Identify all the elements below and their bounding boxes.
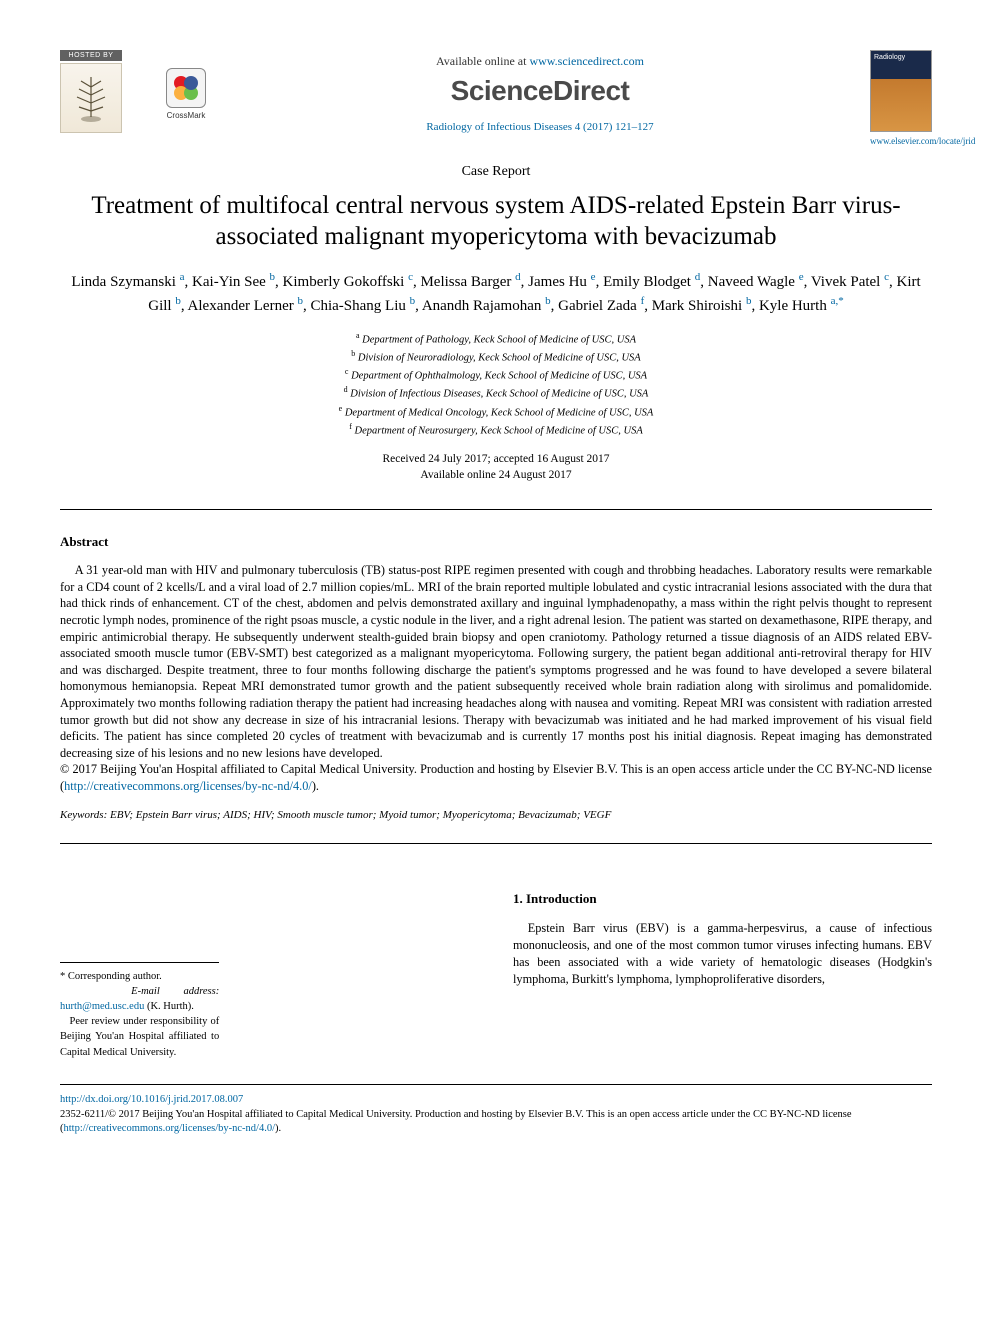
online-date: Available online 24 August 2017	[420, 469, 571, 481]
hosted-by-block: HOSTED BY	[60, 50, 122, 133]
two-column-body: * Corresponding author. E-mail address: …	[60, 890, 932, 1060]
author-name: James Hu	[528, 274, 587, 290]
keywords-line: Keywords: EBV; Epstein Barr virus; AIDS;…	[60, 809, 932, 821]
keywords-text: EBV; Epstein Barr virus; AIDS; HIV; Smoo…	[107, 809, 611, 821]
author-affiliation-ref: b	[746, 295, 752, 307]
sciencedirect-logo: ScienceDirect	[210, 75, 870, 107]
doi-link[interactable]: http://dx.doi.org/10.1016/j.jrid.2017.08…	[60, 1094, 243, 1105]
journal-reference: Radiology of Infectious Diseases 4 (2017…	[210, 121, 870, 133]
affiliation-text: Department of Neurosurgery, Keck School …	[355, 425, 643, 436]
article-dates: Received 24 July 2017; accepted 16 Augus…	[60, 451, 932, 483]
affiliation-label: f	[349, 422, 352, 431]
sciencedirect-url-link[interactable]: www.sciencedirect.com	[529, 54, 644, 68]
hosted-by-label: HOSTED BY	[60, 50, 122, 61]
email-label: E-mail address:	[131, 986, 219, 997]
author-affiliation-ref: b	[270, 271, 276, 283]
authors-list: Linda Szymanski a, Kai-Yin See b, Kimber…	[70, 269, 922, 318]
peer-review-note: Peer review under responsibility of Beij…	[60, 1014, 219, 1060]
header-right: Radiology www.elsevier.com/locate/jrid	[870, 50, 932, 146]
corresponding-author-block: * Corresponding author. E-mail address: …	[60, 962, 219, 1060]
available-online-line: Available online at www.sciencedirect.co…	[210, 54, 870, 69]
author-name: Kimberly Gokoffski	[283, 274, 405, 290]
author-affiliation-ref: a	[180, 271, 185, 283]
author-affiliation-ref: f	[641, 295, 645, 307]
available-prefix: Available online at	[436, 54, 529, 68]
author-name: Naveed Wagle	[708, 274, 795, 290]
affiliation-text: Department of Medical Oncology, Keck Sch…	[345, 407, 654, 418]
page-header: HOSTED BY CrossMark Available online at	[60, 50, 932, 146]
author-affiliation-ref: b	[545, 295, 551, 307]
affiliation-text: Division of Neuroradiology, Keck School …	[358, 352, 641, 363]
journal-cover-thumbnail: Radiology	[870, 50, 932, 132]
abstract-text: A 31 year-old man with HIV and pulmonary…	[60, 563, 932, 760]
corr-email-line: E-mail address: hurth@med.usc.edu (K. Hu…	[60, 984, 219, 1014]
footer-license-link[interactable]: http://creativecommons.org/licenses/by-n…	[64, 1123, 276, 1134]
header-center: Available online at www.sciencedirect.co…	[210, 50, 870, 133]
introduction-body: Epstein Barr virus (EBV) is a gamma-herp…	[513, 920, 932, 989]
author-name: Mark Shiroishi	[652, 298, 742, 314]
affiliation-label: a	[356, 331, 360, 340]
affiliation-text: Division of Infectious Diseases, Keck Sc…	[350, 389, 648, 400]
license-link[interactable]: http://creativecommons.org/licenses/by-n…	[64, 779, 312, 793]
crossmark-icon	[166, 68, 206, 108]
author-name: Melissa Barger	[420, 274, 511, 290]
crossmark-label: CrossMark	[162, 111, 210, 120]
author-affiliation-ref: e	[799, 271, 804, 283]
corr-star-note: * Corresponding author.	[60, 969, 219, 984]
author-affiliation-ref: b	[297, 295, 303, 307]
article-title: Treatment of multifocal central nervous …	[70, 190, 922, 253]
journal-page: HOSTED BY CrossMark Available online at	[0, 0, 992, 1177]
author-affiliation-ref: d	[515, 271, 521, 283]
email-suffix: (K. Hurth).	[144, 1001, 194, 1012]
footer-suffix: ).	[275, 1123, 281, 1134]
abstract-heading: Abstract	[60, 534, 932, 550]
divider-bottom	[60, 843, 932, 844]
affiliation-text: Department of Pathology, Keck School of …	[362, 334, 636, 345]
author-affiliation-ref: b	[175, 295, 181, 307]
left-column: * Corresponding author. E-mail address: …	[60, 890, 479, 1060]
abstract-body: A 31 year-old man with HIV and pulmonary…	[60, 562, 932, 794]
author-name: Alexander Lerner	[188, 298, 294, 314]
right-column: 1. Introduction Epstein Barr virus (EBV)…	[513, 890, 932, 1060]
author-affiliation-ref: b	[410, 295, 416, 307]
article-type-label: Case Report	[60, 164, 932, 180]
corr-email-link[interactable]: hurth@med.usc.edu	[60, 1001, 144, 1012]
author-name: Chia-Shang Liu	[310, 298, 405, 314]
author-name: Kyle Hurth	[759, 298, 827, 314]
header-left: HOSTED BY CrossMark	[60, 50, 210, 133]
corresponding-marker: ,*	[835, 295, 843, 307]
tree-icon	[71, 73, 111, 123]
author-name: Anandh Rajamohan	[422, 298, 542, 314]
affiliations-list: a Department of Pathology, Keck School o…	[60, 330, 932, 440]
journal-homepage-link[interactable]: www.elsevier.com/locate/jrid	[870, 136, 932, 146]
author-name: Vivek Patel	[811, 274, 881, 290]
page-footer: http://dx.doi.org/10.1016/j.jrid.2017.08…	[60, 1084, 932, 1137]
affiliation-label: e	[339, 404, 343, 413]
crossmark-widget[interactable]: CrossMark	[162, 68, 210, 120]
affiliation-text: Department of Ophthalmology, Keck School…	[351, 371, 647, 382]
author-name: Emily Blodget	[603, 274, 691, 290]
elsevier-logo	[60, 63, 122, 133]
author-name: Kai-Yin See	[192, 274, 266, 290]
author-name: Gabriel Zada	[558, 298, 637, 314]
received-accepted-date: Received 24 July 2017; accepted 16 Augus…	[382, 453, 609, 465]
divider-top	[60, 509, 932, 510]
author-affiliation-ref: c	[408, 271, 413, 283]
author-name: Linda Szymanski	[71, 274, 176, 290]
affiliation-label: d	[344, 385, 348, 394]
author-affiliation-ref: c	[884, 271, 889, 283]
keywords-label: Keywords:	[60, 809, 107, 821]
author-affiliation-ref: d	[695, 271, 701, 283]
affiliation-label: b	[351, 349, 355, 358]
introduction-heading: 1. Introduction	[513, 890, 932, 908]
cover-title-text: Radiology	[874, 54, 905, 61]
affiliation-label: c	[345, 367, 349, 376]
author-affiliation-ref: e	[591, 271, 596, 283]
copyright-suffix: ).	[312, 779, 319, 793]
